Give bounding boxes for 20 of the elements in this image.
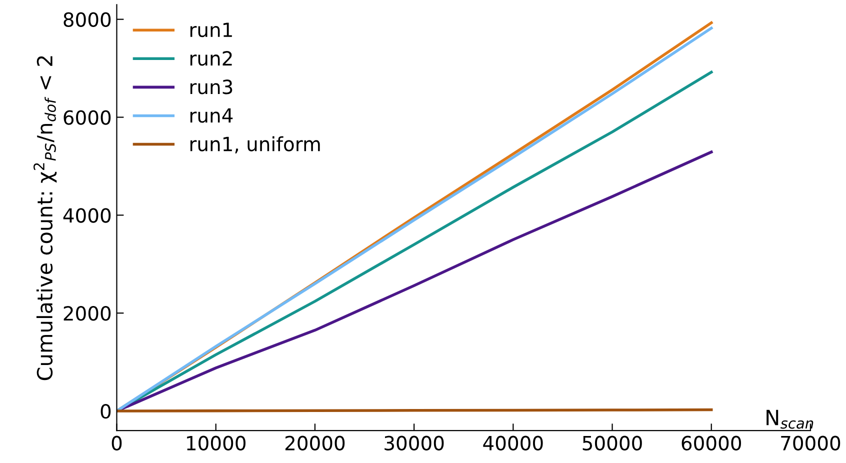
x-tick-label: 10000 [187,436,246,450]
y-axis-title: Cumulative count: χ$^{2}$$_{PS}$/n$_{dof}$ < 2 [34,56,57,380]
x-tick-label: 60000 [682,436,741,450]
legend-label: run1 [190,22,232,38]
y-tick-label: 6000 [64,110,111,125]
legend-label: run1, uniform [190,136,320,154]
y-tick-label: 8000 [64,12,111,27]
x-tick-label: 40000 [483,436,543,450]
legend-label: run2 [190,51,232,66]
x-tick-label: 0 [112,436,122,450]
legend-label: run3 [190,80,232,94]
x-tick-label: 30000 [384,436,444,450]
x-tick-label: 20000 [285,436,345,450]
legend-label: run4 [190,108,233,123]
x-tick-label: 70000 [781,436,840,450]
x-axis-title: N$_{scan}$ [766,410,814,429]
y-tick-label: 0 [100,404,111,419]
x-tick-label: 50000 [582,436,642,450]
y-tick-label: 4000 [63,208,111,223]
y-tick-label: 2000 [64,306,111,321]
